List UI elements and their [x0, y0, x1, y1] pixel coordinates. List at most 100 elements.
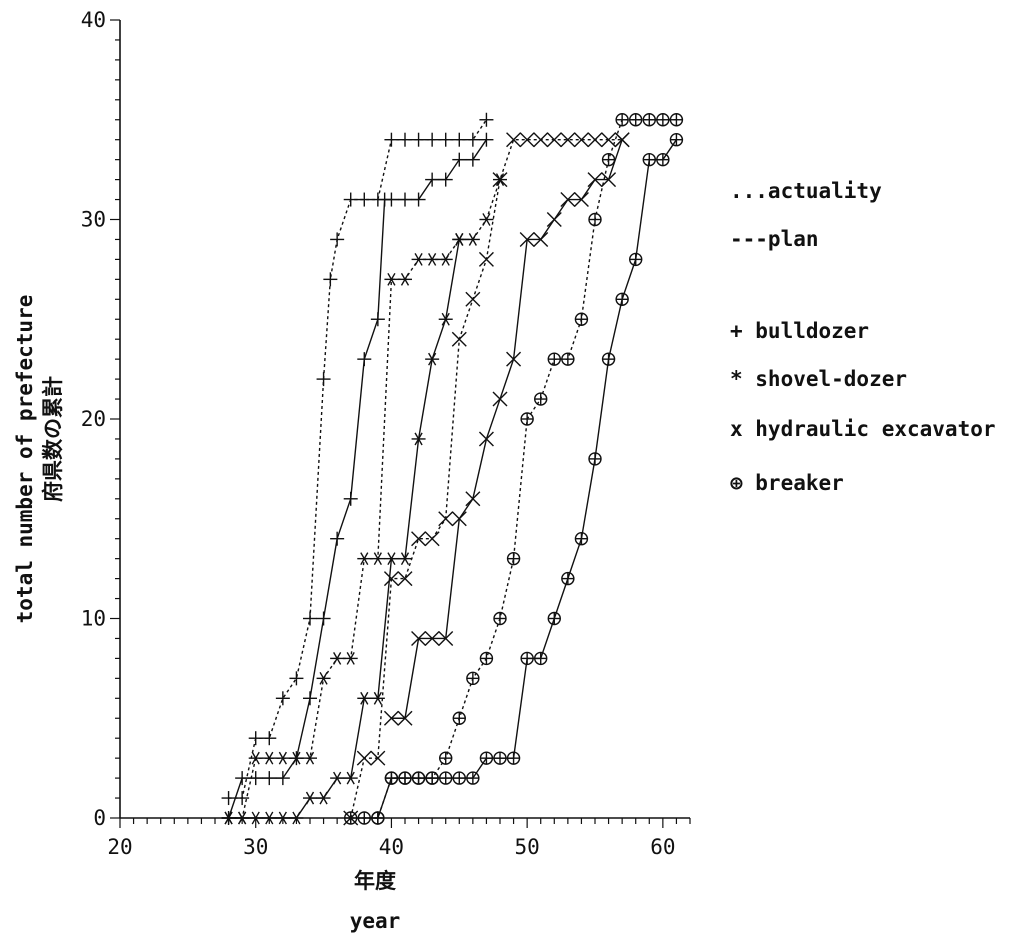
data-point-bulldozer-actuality [398, 132, 412, 147]
data-point-breaker-actuality [601, 152, 616, 167]
data-point-bulldozer-plan [411, 192, 426, 207]
data-point-hydraulic-excavator-plan [465, 491, 481, 507]
marker-stroke [305, 791, 315, 805]
data-point-breaker-plan [588, 452, 602, 466]
data-point-breaker-actuality [452, 711, 466, 725]
data-point-hydraulic-excavator-plan [546, 212, 562, 227]
marker-stroke [441, 312, 450, 326]
marker-stroke [468, 233, 477, 246]
data-point-hydraulic-excavator-actuality [397, 571, 413, 587]
data-point-breaker-plan [561, 571, 575, 586]
data-point-hydraulic-excavator-plan [560, 192, 576, 208]
data-point-breaker-actuality [439, 751, 453, 765]
data-point-bulldozer-plan [370, 312, 385, 327]
data-point-bulldozer-actuality [465, 132, 480, 147]
marker-stroke [333, 771, 342, 785]
data-point-breaker-actuality [561, 352, 575, 366]
data-point-hydraulic-excavator-plan [601, 172, 617, 188]
series-line-bulldozer-actuality [228, 119, 488, 799]
data-point-breaker-actuality [669, 113, 684, 127]
data-point-shovel-dozer-plan [316, 791, 331, 805]
marker-stroke [224, 811, 233, 825]
data-point-shovel-dozer-plan [221, 811, 236, 825]
x-axis-title-ja: 年度 [354, 869, 396, 893]
y-tick-label: 10 [81, 607, 106, 631]
marker-stroke [560, 132, 576, 148]
x-tick-label: 60 [650, 835, 675, 859]
legend: ...actuality ---plan + bulldozer * shovel-d… [730, 179, 996, 495]
data-point-bulldozer-actuality [479, 112, 494, 127]
marker-stroke [424, 531, 440, 547]
legend-star: * shovel-dozer [730, 367, 907, 391]
data-point-shovel-dozer-actuality [357, 552, 372, 566]
data-point-bulldozer-actuality [303, 611, 317, 626]
data-point-shovel-dozer-plan [330, 771, 345, 785]
data-point-bulldozer-plan [357, 352, 372, 367]
data-point-breaker-actuality [547, 352, 561, 366]
data-point-hydraulic-excavator-plan [614, 132, 630, 148]
legend-plus: + bulldozer [730, 319, 869, 343]
data-point-breaker-actuality [479, 651, 494, 666]
marker-stroke [587, 132, 603, 148]
marker-stroke [428, 252, 437, 266]
data-point-breaker-plan [398, 771, 412, 785]
marker-stroke [411, 630, 427, 646]
data-point-bulldozer-plan [438, 172, 453, 187]
marker-stroke [397, 710, 413, 726]
data-point-bulldozer-actuality [316, 372, 331, 387]
data-point-bulldozer-plan [425, 172, 440, 187]
series-line-shovel-dozer-plan [228, 239, 460, 819]
data-point-hydraulic-excavator-actuality [533, 132, 549, 148]
data-point-bulldozer-plan [235, 771, 250, 786]
marker-stroke [251, 811, 260, 825]
series-line-bulldozer-plan [227, 139, 488, 819]
marker-stroke [573, 192, 589, 208]
data-point-bulldozer-actuality [411, 132, 426, 147]
marker-stroke [601, 132, 617, 148]
data-point-breaker-plan [371, 811, 385, 825]
data-point-bulldozer-actuality [452, 132, 467, 147]
data-point-hydraulic-excavator-plan [478, 431, 494, 447]
data-point-breaker-plan [411, 771, 426, 785]
data-point-breaker-plan [466, 771, 480, 785]
data-point-hydraulic-excavator-actuality [519, 132, 535, 148]
y-tick-label: 20 [81, 407, 106, 431]
data-point-hydraulic-excavator-actuality [465, 291, 481, 307]
data-point-breaker-actuality [629, 113, 643, 127]
marker-stroke [414, 252, 423, 266]
marker-stroke [478, 431, 494, 447]
data-point-breaker-plan [425, 771, 439, 785]
y-tick-label: 30 [81, 208, 106, 232]
x-tick-label: 20 [107, 835, 132, 859]
marker-stroke [482, 213, 491, 226]
data-point-shovel-dozer-actuality [275, 751, 290, 765]
data-point-hydraulic-excavator-actuality [356, 750, 372, 766]
marker-stroke [346, 651, 355, 665]
data-point-breaker-plan [479, 751, 494, 765]
data-point-shovel-dozer-plan [303, 791, 317, 805]
data-point-breaker-plan [615, 292, 629, 306]
data-point-breaker-plan [669, 132, 684, 147]
data-point-hydraulic-excavator-plan [573, 192, 589, 208]
data-point-hydraulic-excavator-actuality [478, 251, 494, 267]
data-point-bulldozer-actuality [323, 272, 338, 287]
data-point-hydraulic-excavator-plan [383, 710, 399, 726]
data-point-shovel-dozer-actuality [303, 751, 317, 765]
series-bulldozer-actuality [221, 112, 494, 806]
marker-stroke [305, 751, 315, 765]
data-point-hydraulic-excavator-actuality [451, 331, 467, 347]
marker-stroke [333, 651, 342, 665]
data-point-breaker-actuality [574, 312, 589, 326]
data-point-breaker-actuality [357, 811, 371, 825]
data-point-bulldozer-actuality [221, 791, 236, 806]
data-point-hydraulic-excavator-plan [424, 630, 440, 646]
data-point-hydraulic-excavator-plan [492, 391, 508, 407]
series-shovel-dozer-plan [221, 233, 467, 825]
data-point-bulldozer-actuality [330, 232, 345, 247]
legend-actuality: ...actuality [730, 179, 882, 203]
series-breaker-plan [371, 132, 684, 825]
data-point-shovel-dozer-actuality [398, 272, 412, 286]
marker-stroke [614, 132, 630, 148]
series-line-hydraulic-excavator-actuality [350, 138, 623, 819]
